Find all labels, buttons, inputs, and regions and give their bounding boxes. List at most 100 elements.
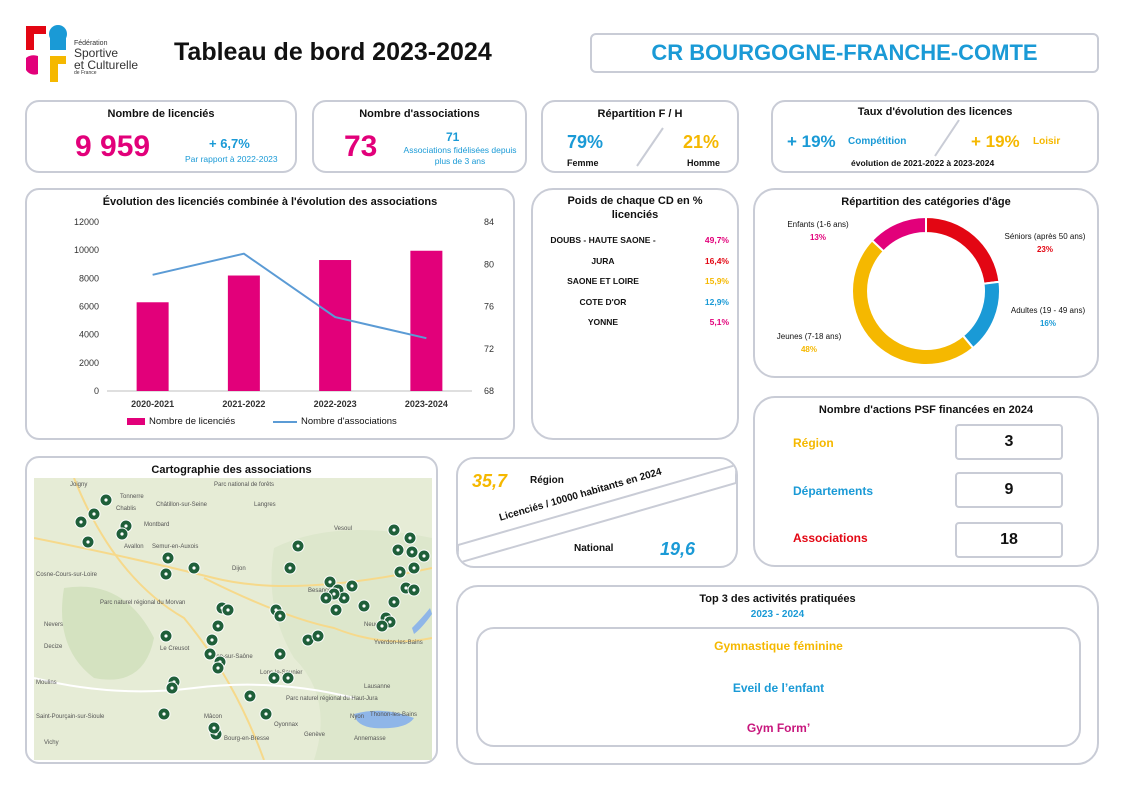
age-label-enfants: Enfants (1-6 ans) 13% bbox=[783, 220, 853, 242]
association-marker-dot bbox=[124, 524, 128, 528]
top3-season: 2023 - 2024 bbox=[750, 609, 805, 620]
association-marker-dot bbox=[216, 666, 220, 670]
x-tick-label: 2021-2022 bbox=[222, 399, 265, 409]
cd-pct: 49,7% bbox=[704, 235, 729, 246]
map-place-label: Lausanne bbox=[364, 684, 391, 690]
age-label-adultes: Adultes (19 - 49 ans) 16% bbox=[1003, 306, 1093, 328]
association-marker-dot bbox=[264, 712, 268, 716]
map-place-label: Decize bbox=[44, 644, 63, 650]
cd-pct: 15,9% bbox=[704, 276, 729, 287]
association-marker-dot bbox=[192, 566, 196, 570]
cd-pct: 12,9% bbox=[704, 296, 729, 307]
map-place-label: Montbard bbox=[144, 522, 169, 528]
map-place-label: Vichy bbox=[44, 740, 59, 746]
psf-title: Nombre d'actions PSF financées en 2024 bbox=[818, 404, 1034, 416]
lake-neuchatel bbox=[412, 608, 432, 634]
map-place-label: Thonon-les-Bains bbox=[370, 712, 417, 718]
map-place-label: Tonnerre bbox=[120, 494, 144, 500]
y2-tick-label: 80 bbox=[484, 259, 494, 269]
association-marker-dot bbox=[164, 572, 168, 576]
association-marker-dot bbox=[86, 540, 90, 544]
y-tick-label: 8000 bbox=[79, 273, 99, 283]
cd-name: SAONE ET LOIRE bbox=[567, 276, 639, 287]
association-marker-dot bbox=[286, 676, 290, 680]
map-place-label: Dijon bbox=[232, 566, 246, 572]
association-marker-dot bbox=[412, 588, 416, 592]
psf-card: Nombre d'actions PSF financées en 2024 R… bbox=[753, 396, 1099, 567]
map-place-label: Châtillon-sur-Seine bbox=[156, 502, 208, 508]
line-associations bbox=[152, 252, 427, 340]
psf-box-departements: 9 bbox=[955, 472, 1063, 508]
age-label-jeunes: Jeunes (7-18 ans) 48% bbox=[771, 332, 847, 354]
psf-label-region: Région bbox=[793, 436, 834, 450]
lake-geneva bbox=[354, 710, 414, 729]
map-place-label: Oyonnax bbox=[274, 722, 298, 728]
top3-item-3: Gym Form’ bbox=[746, 721, 811, 735]
ratio-region-label: Région bbox=[530, 475, 564, 486]
map-place-label: Vesoul bbox=[334, 526, 352, 532]
y-tick-label: 12000 bbox=[74, 217, 99, 227]
top3-item-1: Gymnastique féminine bbox=[714, 639, 843, 653]
bar-licencies bbox=[410, 250, 443, 391]
association-marker-dot bbox=[408, 536, 412, 540]
association-marker-dot bbox=[362, 604, 366, 608]
cd-name: JURA bbox=[591, 255, 615, 266]
kpi-licencies-value: 9 959 bbox=[75, 130, 151, 163]
association-marker-dot bbox=[92, 512, 96, 516]
map-place-label: Besançon bbox=[308, 588, 335, 594]
kpi-fh-title: Répartition F / H bbox=[597, 108, 683, 120]
association-marker-dot bbox=[398, 570, 402, 574]
jeunes-pct: 48% bbox=[800, 345, 817, 354]
association-marker-dot bbox=[278, 614, 282, 618]
association-marker-dot bbox=[316, 634, 320, 638]
map-place-label: Bourg-en-Bresse bbox=[224, 736, 270, 742]
psf-box-region: 3 bbox=[955, 424, 1063, 460]
psf-box-associations: 18 bbox=[955, 522, 1063, 558]
association-marker-dot bbox=[272, 676, 276, 680]
fscf-logo-mark bbox=[26, 25, 67, 82]
y-tick-label: 4000 bbox=[79, 330, 99, 340]
kpi-taux-title: Taux d'évolution des licences bbox=[857, 106, 1013, 118]
donut-slice bbox=[870, 216, 927, 253]
top3-card: Top 3 des activités pratiquées 2023 - 20… bbox=[456, 585, 1099, 765]
association-marker-dot bbox=[226, 608, 230, 612]
map-place-label: Chalon-sur-Saône bbox=[204, 654, 253, 660]
legend-bar-swatch bbox=[127, 418, 145, 425]
femme-label: Femme bbox=[567, 158, 599, 168]
map-area[interactable]: Joigny Tonnerre Chablis Châtillon-sur-Seine… bbox=[34, 478, 432, 760]
donut-slice bbox=[925, 216, 1001, 285]
association-marker-dot bbox=[248, 694, 252, 698]
kpi-taux-card: Taux d'évolution des licences + 19% Comp… bbox=[771, 100, 1099, 173]
jeunes-label: Jeunes (7-18 ans) bbox=[776, 332, 842, 341]
kpi-licencies-note: Par rapport à 2022-2023 bbox=[185, 154, 278, 164]
x-tick-label: 2023-2024 bbox=[405, 399, 448, 409]
map-place-label: Chablis bbox=[116, 506, 136, 512]
map-place-label: Cosne-Cours-sur-Loire bbox=[36, 572, 98, 578]
psf-value-region: 3 bbox=[1004, 433, 1014, 450]
map-graphic: Joigny Tonnerre Chablis Châtillon-sur-Seine… bbox=[34, 478, 432, 760]
kpi-associations-value: 73 bbox=[344, 130, 378, 163]
map-place-label: Avallon bbox=[124, 544, 144, 550]
map-place-label: Semur-en-Auxois bbox=[152, 544, 198, 550]
legend-line-swatch bbox=[273, 420, 297, 423]
association-marker-dot bbox=[334, 608, 338, 612]
legend-line-label: Nombre d'associations bbox=[301, 416, 397, 427]
legend-line: Nombre d'associations bbox=[273, 416, 397, 427]
competition-pct: + 19% bbox=[787, 132, 836, 151]
map-place-label: Mâcon bbox=[204, 714, 222, 720]
kpi-associations-card: Nombre d'associations 73 71 Associations… bbox=[312, 100, 527, 173]
association-marker-dot bbox=[166, 556, 170, 560]
top3-title: Top 3 des activités pratiquées bbox=[699, 593, 856, 605]
map-place-label: Nevers bbox=[44, 622, 63, 628]
association-marker-dot bbox=[306, 638, 310, 642]
psf-value-associations: 18 bbox=[1000, 531, 1018, 548]
association-marker-dot bbox=[342, 596, 346, 600]
y2-tick-label: 72 bbox=[484, 344, 494, 354]
x-tick-label: 2020-2021 bbox=[131, 399, 174, 409]
age-donut bbox=[851, 216, 1001, 366]
y-tick-label: 6000 bbox=[79, 302, 99, 312]
association-marker-dot bbox=[332, 592, 336, 596]
association-marker-dot bbox=[170, 686, 174, 690]
kpi-licencies-card: Nombre de licenciés 9 959 + 6,7% Par rap… bbox=[25, 100, 297, 173]
cd-row: COTE D'OR 12,9% bbox=[543, 292, 729, 313]
